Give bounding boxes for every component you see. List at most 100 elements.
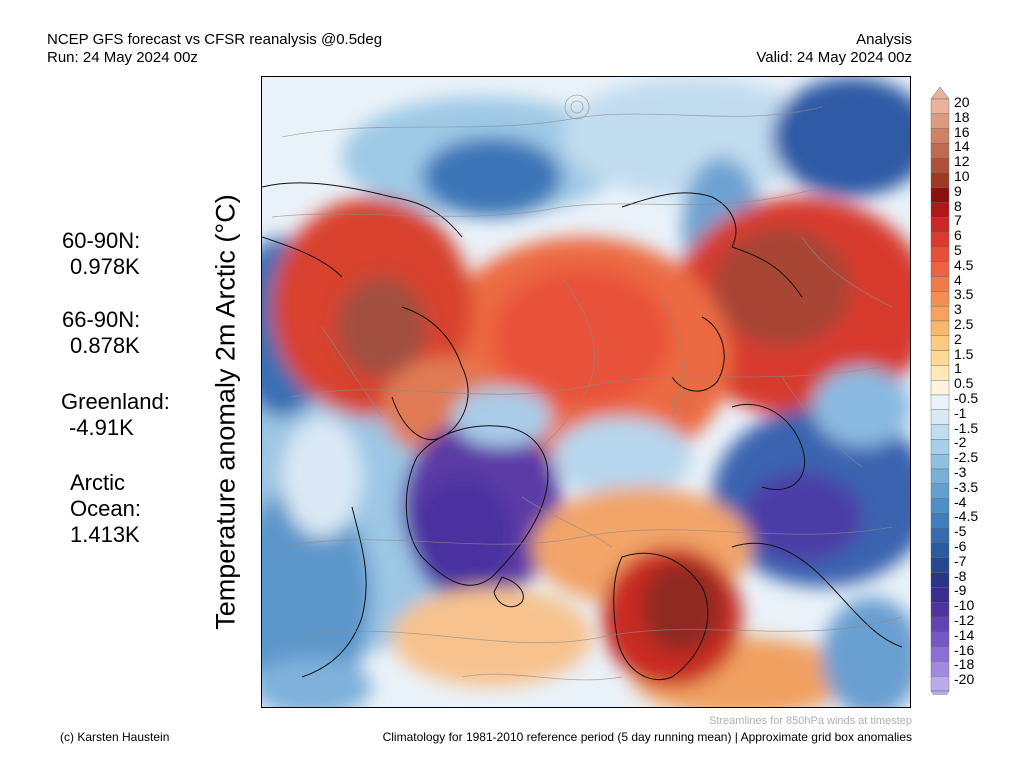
colorbar-tick-label: -7 — [954, 552, 967, 569]
colorbar-tick-label: -18 — [954, 656, 975, 673]
colorbar-tick-label: 6 — [954, 227, 962, 244]
colorbar-swatch — [930, 172, 950, 189]
colorbar-tick-label: 1 — [954, 360, 962, 377]
colorbar-swatch — [930, 113, 950, 129]
colorbar-swatch — [930, 98, 950, 115]
russia-coast — [731, 542, 903, 648]
stat-value: 0.978K — [70, 254, 140, 279]
colorbar-swatch — [930, 261, 950, 277]
colorbar-swatch — [930, 439, 950, 455]
canada-islands-coast — [391, 306, 469, 441]
colorbar-swatch — [930, 335, 950, 351]
colorbar-tick-label: 4.5 — [954, 256, 974, 273]
colorbar-svg — [930, 86, 950, 704]
colorbar-tick-label: 3.5 — [954, 286, 974, 303]
title-block: NCEP GFS forecast vs CFSR reanalysis @0.… — [47, 31, 382, 67]
colorbar-swatch — [930, 202, 950, 218]
colorbar-tick-label: -4 — [954, 493, 967, 510]
stat-arctic-ocean: Arctic Ocean: 1.413K — [70, 470, 141, 548]
colorbar-tick-label: -2 — [954, 434, 967, 451]
colorbar-swatch — [930, 187, 950, 203]
colorbar-tick-label: 7 — [954, 212, 962, 229]
colorbar-tick-label: -6 — [954, 538, 967, 554]
colorbar-swatch — [930, 246, 950, 263]
colorbar-swatch — [930, 557, 950, 573]
climatology-note: Climatology for 1981-2010 reference peri… — [382, 730, 912, 744]
colorbar-tick-label: -4.5 — [954, 508, 979, 525]
colorbar-tick-label: 2 — [954, 330, 962, 347]
colorbar-tick-label: 0.5 — [954, 375, 974, 392]
colorbar-tick-label: 3 — [954, 301, 962, 318]
colorbar-tick-label: -5 — [954, 523, 967, 540]
colorbar-swatch — [930, 217, 950, 233]
colorbar-tick-label: -12 — [954, 612, 975, 628]
streamlines — [271, 94, 903, 681]
colorbar-tick-label: 10 — [954, 168, 970, 184]
colorbar-swatch — [930, 483, 950, 499]
colorbar-swatch — [930, 291, 950, 307]
colorbar-swatch — [930, 454, 950, 470]
colorbar-tick-label: 5 — [954, 242, 962, 258]
colorbar-top-arrow — [930, 86, 950, 100]
colorbar-tick-label: -1 — [954, 404, 967, 421]
scandinavia-coast — [613, 552, 709, 681]
colorbar-swatch — [930, 661, 950, 677]
stat-greenland: Greenland: -4.91K — [61, 389, 170, 441]
valid-line: Valid: 24 May 2024 00z — [756, 49, 912, 66]
stat-value: 1.413K — [70, 522, 140, 547]
colorbar-tick-label: -3.5 — [954, 478, 979, 495]
colorbar-swatch — [930, 394, 950, 411]
colorbar-swatch — [930, 587, 950, 603]
colorbar-tick-label: -9 — [954, 582, 967, 599]
colorbar-tick-label: -14 — [954, 626, 975, 643]
colorbar-tick-label: -0.5 — [954, 390, 979, 406]
colorbar-tick-label: -10 — [954, 597, 975, 614]
stat-label: Greenland: — [61, 389, 170, 414]
colorbar-swatch — [930, 276, 950, 292]
copyright: (c) Karsten Haustein — [60, 730, 170, 744]
colorbar-swatch — [930, 542, 950, 559]
stat-label: 66-90N: — [62, 307, 141, 332]
colorbar-tick-label: 20 — [954, 94, 970, 110]
analysis-label: Analysis — [856, 31, 912, 48]
colorbar-swatch — [930, 498, 950, 514]
stat-label: 60-90N: — [62, 228, 141, 253]
anomaly-map-svg — [262, 77, 910, 707]
colorbar-tick-label: 9 — [954, 182, 962, 199]
colorbar-swatch — [930, 468, 950, 485]
colorbar-swatch — [930, 528, 950, 544]
colorbar-swatch — [930, 380, 950, 396]
colorbar-tick-label: -1.5 — [954, 419, 979, 436]
colorbar-tick-label: -3 — [954, 464, 967, 480]
colorbar-swatch — [930, 513, 950, 529]
colorbar-swatch — [930, 424, 950, 440]
colorbar-swatch — [930, 320, 950, 337]
colorbar-tick-label: 16 — [954, 123, 970, 140]
colorbar-tick-label: -20 — [954, 671, 975, 688]
colorbar-tick-label: -16 — [954, 641, 975, 658]
colorbar-swatch — [930, 143, 950, 159]
stat-label: Arctic — [70, 470, 125, 495]
alaska-coast — [262, 182, 463, 278]
validity-block: Analysis Valid: 24 May 2024 00z — [756, 31, 912, 67]
siberia-coast — [621, 192, 803, 298]
colorbar-swatch — [930, 305, 950, 322]
colorbar-swatch — [930, 157, 950, 174]
colorbar-tick-label: 4 — [954, 271, 962, 288]
kara-coast — [731, 403, 806, 491]
colorbar-tick-label: 18 — [954, 108, 970, 125]
colorbar-tick-label: 8 — [954, 197, 962, 214]
streamlines-note: Streamlines for 850hPa winds at timestep — [709, 715, 912, 727]
colorbar-tick-label: 14 — [954, 138, 970, 155]
stat-label: Ocean: — [70, 496, 141, 521]
colorbar-swatch — [930, 350, 950, 366]
taymyr-coast — [671, 316, 725, 392]
stat-value: 0.878K — [70, 333, 140, 358]
colorbar — [928, 86, 952, 704]
colorbar-swatch — [930, 631, 950, 647]
colorbar-tick-label: 1.5 — [954, 345, 974, 362]
colorbar-swatch — [930, 409, 950, 425]
greenland-coast — [405, 425, 549, 586]
title-line-1: NCEP GFS forecast vs CFSR reanalysis @0.… — [47, 31, 383, 48]
stat-value: -4.91K — [69, 415, 134, 440]
